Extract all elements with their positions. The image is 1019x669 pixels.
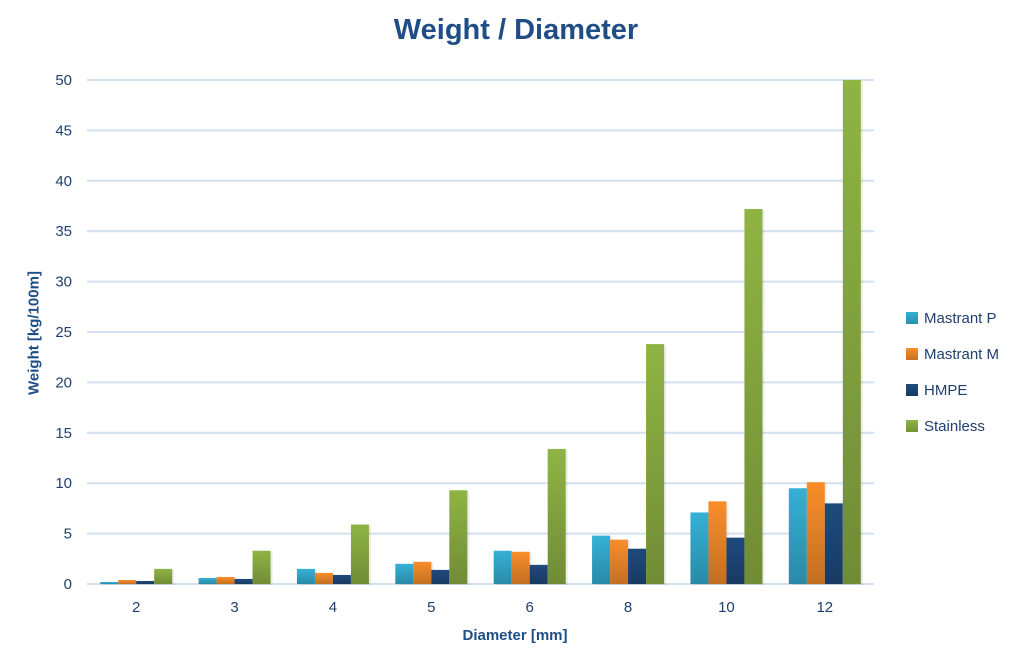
bar-mastrant-m: [610, 539, 629, 584]
bar-mastrant-p: [493, 550, 512, 584]
x-tick-label: 2: [132, 599, 140, 616]
y-tick-label: 0: [64, 576, 72, 593]
bar-mastrant-p: [100, 581, 119, 584]
y-tick-label: 30: [55, 274, 72, 291]
bar-mastrant-p: [690, 512, 709, 584]
legend-label: Mastrant P: [924, 309, 997, 327]
y-tick-label: 45: [55, 122, 72, 139]
legend-swatch-icon: [906, 420, 918, 432]
bar-stainless: [646, 344, 665, 584]
bar-mastrant-m: [118, 579, 137, 584]
x-axis-label: Diameter [mm]: [462, 627, 568, 644]
bar-mastrant-m: [806, 482, 825, 584]
x-tick-label: 5: [427, 599, 435, 616]
x-tick-label: 4: [329, 599, 337, 616]
legend-item: HMPE: [906, 372, 999, 408]
x-tick-label: 6: [526, 599, 534, 616]
bar-mastrant-p: [296, 568, 315, 584]
bar-mastrant-m: [413, 561, 432, 584]
y-tick-label: 50: [55, 72, 72, 89]
bar-stainless: [547, 448, 566, 584]
bar-mastrant-p: [788, 488, 807, 584]
bar-hmpe: [136, 580, 155, 584]
bar-hmpe: [824, 503, 843, 584]
y-tick-label: 15: [55, 425, 72, 442]
bar-mastrant-p: [395, 563, 414, 584]
bar-hmpe: [431, 569, 450, 584]
chart-title: Weight / Diameter: [393, 14, 639, 46]
bar-hmpe: [628, 548, 647, 584]
legend-item: Mastrant P: [906, 300, 999, 336]
bar-stainless: [350, 524, 369, 584]
x-tick-label: 12: [816, 599, 833, 616]
bar-hmpe: [726, 537, 745, 584]
bar-mastrant-m: [511, 551, 530, 584]
bar-stainless: [252, 550, 271, 584]
y-tick-label: 25: [55, 324, 72, 341]
legend-swatch-icon: [906, 312, 918, 324]
bar-hmpe: [234, 578, 253, 584]
bar-mastrant-m: [216, 576, 235, 584]
bar-stainless: [744, 209, 763, 585]
bar-hmpe: [529, 564, 548, 584]
bar-mastrant-m: [708, 501, 727, 584]
bar-mastrant-p: [198, 577, 217, 584]
bar-stainless: [842, 80, 861, 584]
x-tick-label: 8: [624, 599, 632, 616]
x-tick-label: 10: [718, 599, 735, 616]
legend-item: Stainless: [906, 408, 999, 444]
legend-label: HMPE: [924, 381, 968, 399]
y-tick-label: 35: [55, 223, 72, 240]
legend-swatch-icon: [906, 348, 918, 360]
y-tick-label: 10: [55, 475, 72, 492]
x-tick-label: 3: [230, 599, 238, 616]
y-tick-label: 20: [55, 374, 72, 391]
bar-stainless: [154, 568, 173, 584]
bar-mastrant-m: [314, 572, 333, 584]
y-tick-label: 40: [55, 173, 72, 190]
y-tick-label: 5: [64, 526, 72, 543]
bar-hmpe: [332, 574, 351, 584]
legend-label: Stainless: [924, 417, 985, 435]
legend-label: Mastrant M: [924, 345, 1000, 363]
legend: Mastrant P Mastrant M HMPE Stainless: [906, 300, 999, 444]
bar-mastrant-p: [592, 535, 611, 584]
legend-item: Mastrant M: [906, 336, 999, 372]
legend-swatch-icon: [906, 384, 918, 396]
bar-stainless: [449, 490, 468, 584]
y-axis-label: Weight [kg/100m]: [25, 271, 43, 395]
